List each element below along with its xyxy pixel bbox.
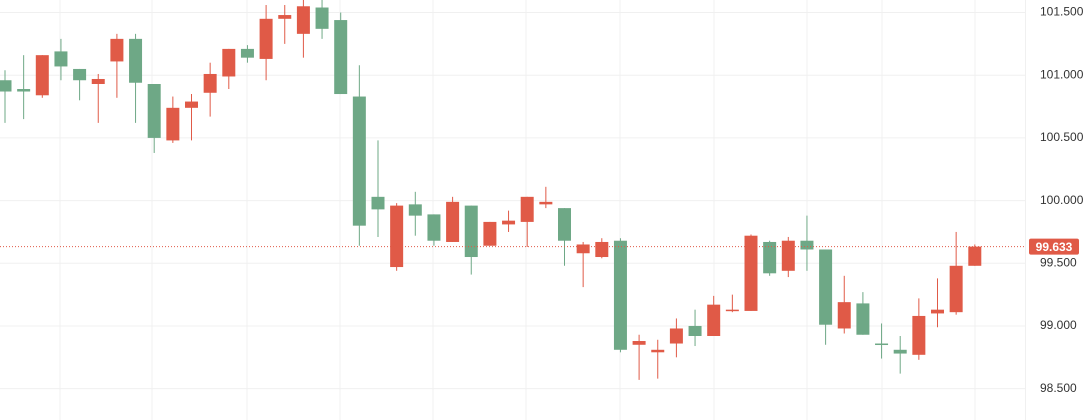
candle-body [352,96,366,226]
candle-body [558,208,571,241]
candle-body [595,241,609,258]
candle-body [427,214,441,241]
candle-body [576,244,590,254]
candle-body [259,18,273,59]
candle-body [669,328,683,344]
candle-body [651,349,665,353]
candle-body [185,101,198,108]
candle-body [464,205,478,258]
candle-body [129,38,143,83]
candle-body [147,84,161,138]
candle-body [931,309,944,314]
candle-body [73,68,87,81]
candle-body [203,73,217,93]
candle-body [819,249,833,325]
candle-body [278,15,292,19]
candle-body [949,265,963,313]
candle-body [483,221,497,246]
candle-body [446,201,460,242]
candle-body [893,349,907,354]
candle-body [110,38,124,62]
candle-body [725,309,739,312]
y-tick-label: 99.000 [1040,318,1077,332]
y-tick-label: 100.000 [1040,193,1084,207]
time-grid [59,0,976,420]
candle-body [632,341,646,345]
candle-body [912,315,926,355]
candle-body [408,204,422,216]
y-tick-label: 98.500 [1040,381,1077,395]
candle-body [371,196,385,210]
candle-body [837,302,851,329]
last-price-label: 99.633 [1036,240,1073,254]
candle-body [240,48,254,58]
candle-body [166,107,180,141]
y-tick-label: 99.500 [1040,255,1077,269]
candle-body [315,7,329,29]
candle-body [17,89,31,92]
candle-body [35,55,49,96]
candle-body [91,78,105,84]
y-tick-label: 100.500 [1040,130,1084,144]
candle-body [334,20,348,95]
candle-body [54,51,68,67]
candle-body [613,240,627,350]
candle-body [390,205,404,268]
candle-body [875,343,889,346]
candle-body [763,241,777,274]
candle-body [0,80,12,92]
candle-body [539,201,553,205]
candle-body [968,246,982,266]
candle-body [744,235,758,311]
candle-body [707,304,721,336]
y-tick-label: 101.500 [1040,5,1084,19]
last-price-badge [1029,238,1079,255]
candle-body [502,220,516,225]
candle-body [856,303,870,335]
candle-body [520,196,534,222]
candle-body [296,6,310,34]
y-tick-label: 101.000 [1040,67,1084,81]
candle-body [222,48,236,77]
candle-body [688,325,702,336]
candle-body [800,240,814,250]
candle-body [781,240,795,271]
